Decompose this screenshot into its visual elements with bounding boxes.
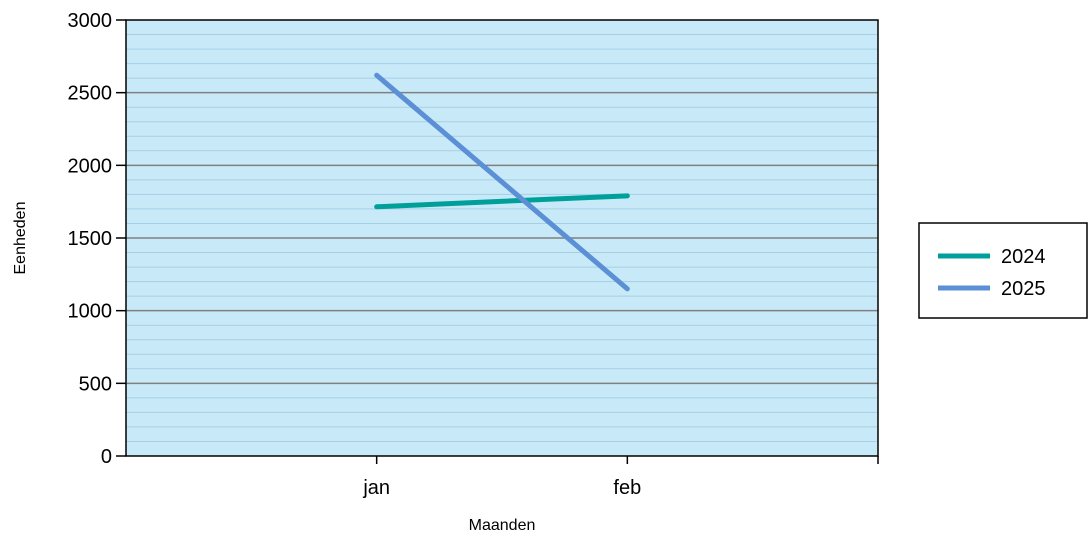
x-tick-label: jan xyxy=(362,477,390,499)
y-tick-label: 3000 xyxy=(68,10,113,32)
y-tick-label: 0 xyxy=(101,446,112,468)
y-tick-label: 1000 xyxy=(68,301,113,323)
y-axis-ticks: 0 500 1000 1500 2000 2500 3000 xyxy=(68,10,127,468)
x-tick-label: feb xyxy=(613,477,641,499)
legend-label-2024: 2024 xyxy=(1001,246,1046,268)
y-tick-label: 500 xyxy=(79,373,112,395)
legend-box xyxy=(919,223,1087,318)
x-axis-ticks: jan feb xyxy=(362,456,878,499)
y-tick-label: 1500 xyxy=(68,228,113,250)
legend: 2024 2025 xyxy=(919,223,1087,318)
legend-label-2025: 2025 xyxy=(1001,278,1046,300)
x-axis-title: Maanden xyxy=(469,517,536,534)
y-tick-label: 2500 xyxy=(68,83,113,105)
y-axis-title: Eenheden xyxy=(12,202,29,275)
y-tick-label: 2000 xyxy=(68,155,113,177)
